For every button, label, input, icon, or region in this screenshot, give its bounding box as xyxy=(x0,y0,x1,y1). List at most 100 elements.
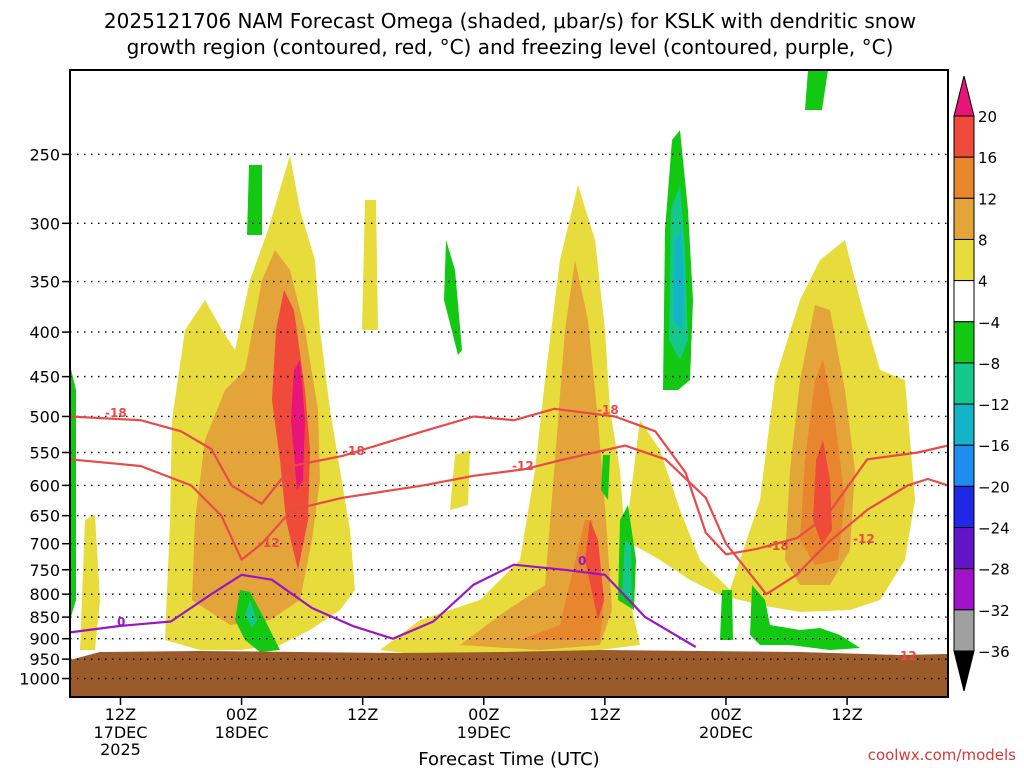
colorbar-label-3: 8 xyxy=(978,231,988,249)
omega-region-yellow-small-1 xyxy=(362,200,378,330)
x-tick-label-3: 00Z xyxy=(468,705,499,724)
y-axis: 250 300 350 400 450 500 550 600 650 700 750 800 850 9… xyxy=(19,145,70,689)
colorbar-label-6: −8 xyxy=(978,355,1000,373)
y-tick-label-700: 700 xyxy=(29,535,60,554)
x-tick-label-6: 12Z xyxy=(831,705,862,724)
contour-label-dgz-2: -18 xyxy=(343,444,365,458)
colorbar-top-arrow xyxy=(953,75,975,117)
colorbar-swatch-4 xyxy=(953,280,975,323)
contour-labels: -18 -18 -12 -12 -18 -18 -12 -12 0 0 xyxy=(105,403,917,663)
x-tick-label-4: 12Z xyxy=(589,705,620,724)
omega-region-yellow-small-2 xyxy=(80,515,100,650)
credit-text: coolwx.com/models xyxy=(868,746,1016,764)
colorbar-label-9: −20 xyxy=(978,478,1010,496)
y-tick-label-800: 800 xyxy=(29,585,60,604)
x-tick-date-0: 17DEC xyxy=(93,723,147,742)
colorbar-swatch-6 xyxy=(953,362,975,405)
colorbar-label-5: −4 xyxy=(978,314,1000,332)
x-axis-title: Forecast Time (UTC) xyxy=(418,749,599,768)
x-tick-date-1: 18DEC xyxy=(215,723,269,742)
omega-region-green-5 xyxy=(70,365,76,620)
y-tick-label-650: 650 xyxy=(29,507,60,526)
contour-label-freezing-1: 0 xyxy=(117,615,125,629)
colorbar-swatch-1 xyxy=(953,156,975,199)
colorbar-label-8: −16 xyxy=(978,437,1010,455)
y-tick-label-250: 250 xyxy=(29,145,60,164)
contour-series-0 xyxy=(69,407,949,556)
y-tick-label-500: 500 xyxy=(29,407,60,426)
colorbar-label-10: −24 xyxy=(978,520,1010,538)
omega-region-green-2 xyxy=(444,240,462,355)
omega-region-green-9 xyxy=(720,590,733,640)
x-tick-label-0: 12Z xyxy=(105,705,136,724)
omega-region-red-right xyxy=(813,440,832,545)
contour-label-dgz-5: -18 xyxy=(597,403,619,417)
omega-region-green-1 xyxy=(247,165,262,235)
contour-label-dgz-1: -18 xyxy=(105,406,127,420)
colorbar-label-0: 20 xyxy=(978,108,997,126)
y-tick-label-450: 450 xyxy=(29,368,60,387)
omega-region-red-middle xyxy=(585,520,604,620)
y-tick-label-950: 950 xyxy=(29,650,60,669)
omega-region-magenta-left xyxy=(291,360,305,490)
omega-region-teal-6 xyxy=(245,600,257,628)
colorbar-label-13: −36 xyxy=(978,643,1010,661)
y-tick-label-850: 850 xyxy=(29,608,60,627)
contour-label-dgz-6: -18 xyxy=(767,539,789,553)
omega-region-green-8 xyxy=(601,455,610,500)
omega-region-orange2-middle xyxy=(520,520,604,640)
contours xyxy=(69,407,949,648)
y-tick-label-350: 350 xyxy=(29,273,60,292)
contour-label-freezing-2: 0 xyxy=(578,554,586,568)
contour-series-1 xyxy=(69,444,949,596)
omega-region-orange-middle xyxy=(460,260,612,650)
colorbar-swatch-8 xyxy=(953,444,975,487)
colorbar-swatch-12 xyxy=(953,609,975,652)
colorbar-swatch-3 xyxy=(953,238,975,282)
ground-mask xyxy=(70,650,948,697)
colorbar-swatch-10 xyxy=(953,527,975,570)
omega-region-yellow-small-3 xyxy=(450,450,470,510)
omega-region-teal-7 xyxy=(622,540,632,600)
chart-title-line-1: 2025121706 NAM Forecast Omega (shaded, μ… xyxy=(104,9,916,33)
colorbar-label-2: 12 xyxy=(978,190,997,208)
y-tick-label-400: 400 xyxy=(29,323,60,342)
omega-shading xyxy=(70,70,915,655)
colorbar-swatch-2 xyxy=(953,197,975,240)
contour-label-dgz-4: -12 xyxy=(512,459,534,473)
colorbar-label-7: −12 xyxy=(978,396,1010,414)
omega-region-green-6 xyxy=(235,590,280,652)
colorbar-swatch-7 xyxy=(953,403,975,446)
contour-label-dgz-3: -12 xyxy=(258,536,280,550)
omega-region-cyan-3 xyxy=(673,230,684,330)
x-tick-label-2: 12Z xyxy=(347,705,378,724)
omega-region-red-left xyxy=(272,290,310,570)
contour-label-dgz-7: -12 xyxy=(853,532,875,546)
x-tick-date-3: 19DEC xyxy=(457,723,511,742)
plot-frame xyxy=(69,69,949,698)
y-tick-label-1000: 1000 xyxy=(19,670,60,689)
y-tick-label-900: 900 xyxy=(29,630,60,649)
colorbar-swatch-5 xyxy=(953,321,975,364)
y-tick-label-600: 600 xyxy=(29,476,60,495)
omega-region-green-4 xyxy=(805,70,828,110)
colorbar-swatch-0 xyxy=(953,115,975,158)
colorbar-bottom-arrow xyxy=(953,650,975,692)
x-tick-label-5: 00Z xyxy=(710,705,741,724)
colorbar-label-11: −28 xyxy=(978,561,1010,579)
x-tick-label-1: 00Z xyxy=(226,705,257,724)
y-tick-label-300: 300 xyxy=(29,214,60,233)
contour-series-2 xyxy=(69,563,697,648)
x-tick-year-0: 2025 xyxy=(100,740,141,759)
x-tick-date-5: 20DEC xyxy=(699,723,753,742)
colorbar-swatch-11 xyxy=(953,568,975,611)
colorbar-label-12: −32 xyxy=(978,602,1010,620)
chart-title-line-2: growth region (contoured, red, °C) and f… xyxy=(127,35,894,59)
contour-label-dgz-8: -12 xyxy=(895,649,917,663)
omega-region-green-10 xyxy=(750,585,860,650)
colorbar-label-1: 16 xyxy=(978,149,997,167)
colorbar-swatch-9 xyxy=(953,485,975,529)
colorbar-label-4: 4 xyxy=(978,273,988,291)
